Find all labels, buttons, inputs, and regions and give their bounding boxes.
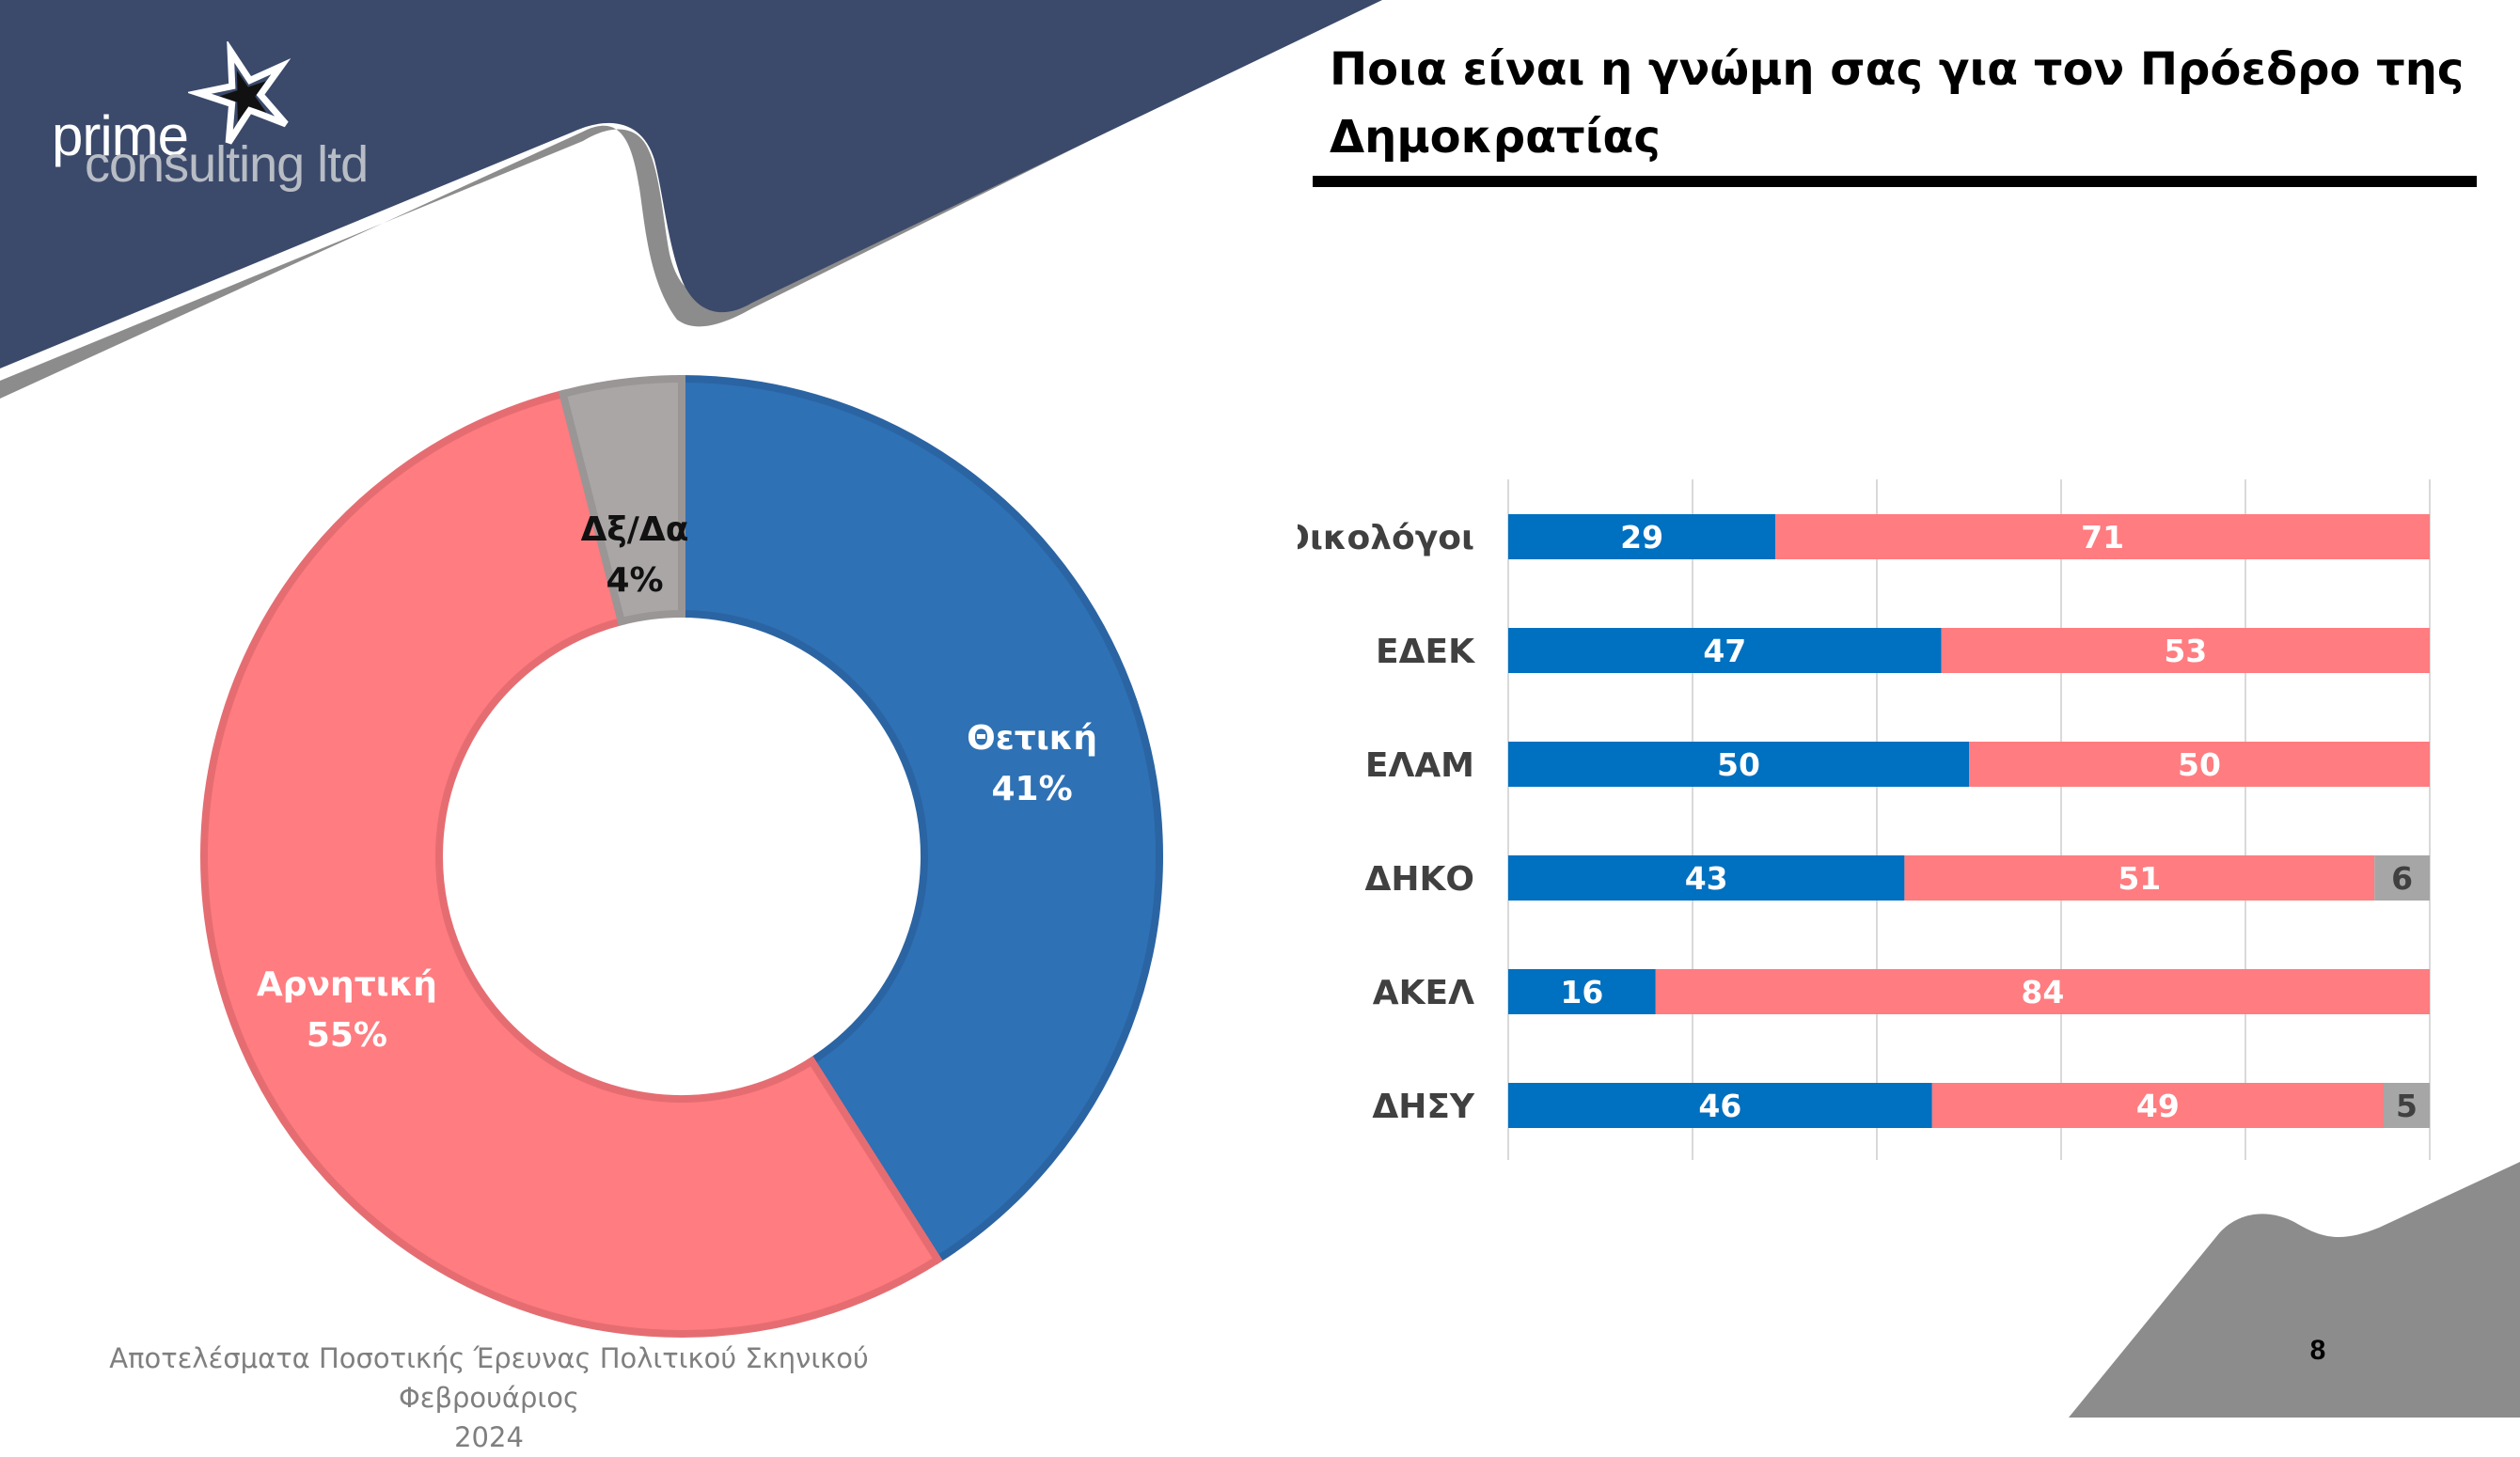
logo-text-consulting: consulting ltd (85, 136, 369, 193)
donut-value-1: 41% (992, 770, 1073, 808)
footer-line-1: Αποτελέσματα Ποσοτικής Έρευνας Πολιτικού… (109, 1342, 869, 1414)
category-label: ΕΛΑΜ (1365, 746, 1474, 785)
donut-value-2: 55% (307, 1016, 387, 1055)
donut-chart: Θετική 41% Αρνητική 55% Δξ/Δα 4% (200, 374, 1163, 1338)
donut-slice-3 (558, 374, 685, 626)
page-number: 8 (2309, 1335, 2326, 1366)
category-label: ΕΔΕΚ (1376, 633, 1475, 671)
footer-source: Αποτελέσματα Ποσοτικής Έρευνας Πολιτικού… (28, 1339, 950, 1457)
bar-segment-negative (1969, 742, 2430, 787)
category-label: Οικολόγοι (1298, 519, 1474, 557)
page-title-line-2: Δημοκρατίας (1330, 111, 1661, 164)
bar-value-positive: 16 (1560, 974, 1603, 1010)
bar-value-negative: 71 (2081, 519, 2124, 556)
bar-row-4: ΔΗΚΟ 43 51 6 (1365, 855, 2430, 901)
donut-slice-1 (678, 374, 1163, 1265)
bar-row-3: ΕΛΑΜ 50 50 (1365, 742, 2430, 787)
page-title: Ποια είναι η γνώμη σας για τον Πρόεδρο τ… (1330, 36, 2477, 171)
bar-segment-positive (1508, 514, 1776, 559)
bar-value-negative: 49 (2136, 1088, 2180, 1124)
category-label: ΔΗΣΥ (1372, 1088, 1475, 1126)
bar-value-positive: 43 (1685, 860, 1728, 897)
bar-value-negative: 53 (2164, 633, 2207, 669)
bar-row-1: Οικολόγοι 29 71 (1298, 514, 2430, 559)
bar-segment-positive (1508, 628, 1942, 673)
bar-row-5: ΑΚΕΛ 16 84 (1373, 969, 2430, 1014)
bar-segment-negative (1655, 969, 2430, 1014)
category-label: ΑΚΕΛ (1373, 974, 1474, 1012)
bar-segment-positive (1508, 742, 1969, 787)
bar-segment-positive (1508, 969, 1656, 1014)
bar-row-6: ΔΗΣΥ 46 49 5 (1372, 1083, 2430, 1128)
bar-row-2: ΕΔΕΚ 47 53 (1376, 628, 2430, 673)
bar-value-negative: 51 (2118, 860, 2161, 897)
category-label: ΔΗΚΟ (1365, 860, 1475, 899)
donut-value-3: 4% (606, 561, 663, 600)
bar-value-positive: 29 (1620, 519, 1663, 556)
bar-segment-positive (1508, 855, 1905, 901)
bar-segment-negative (1931, 1083, 2384, 1128)
company-logo: prime consulting ltd (47, 41, 386, 201)
logo-star-icon (188, 41, 291, 145)
bar-value-dk: 5 (2396, 1088, 2418, 1124)
bar-segment-negative (1941, 628, 2430, 673)
bar-segment-dk (2374, 855, 2430, 901)
bar-value-positive: 47 (1703, 633, 1746, 669)
footer-line-2: 2024 (454, 1421, 524, 1453)
logo-text-prime: prime (52, 104, 189, 167)
donut-label-2: Αρνητική (257, 965, 437, 1004)
donut-label-3: Δξ/Δα (581, 510, 689, 549)
donut-slice-2 (200, 389, 943, 1338)
bar-value-dk: 6 (2391, 860, 2413, 897)
bar-value-positive: 46 (1698, 1088, 1741, 1124)
title-underline (1313, 176, 2477, 187)
corner-gray-shape (2069, 1162, 2520, 1418)
bar-segment-positive (1508, 1083, 1932, 1128)
header-navy-shape (0, 0, 1382, 368)
page-title-line-1: Ποια είναι η γνώμη σας για τον Πρόεδρο τ… (1330, 43, 2465, 96)
donut-label-1: Θετική (967, 719, 1097, 758)
bar-segment-negative (1904, 855, 2375, 901)
background-decoration (0, 0, 2520, 1418)
bar-segment-dk (2384, 1083, 2430, 1128)
bar-value-negative: 50 (2178, 746, 2221, 783)
bar-value-negative: 84 (2021, 974, 2064, 1010)
bar-segment-negative (1775, 514, 2430, 559)
bar-value-positive: 50 (1717, 746, 1760, 783)
